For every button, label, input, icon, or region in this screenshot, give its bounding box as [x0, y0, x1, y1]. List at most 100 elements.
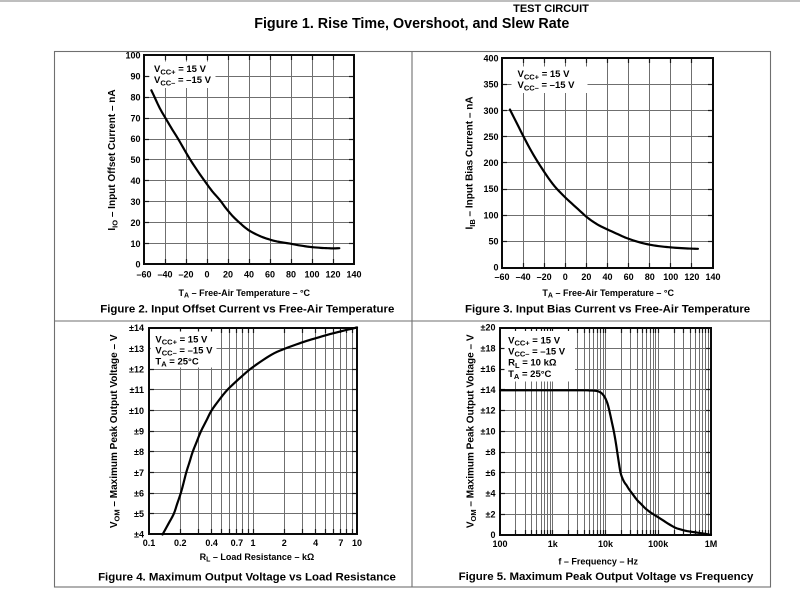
svg-text:±4: ±4	[134, 530, 144, 540]
svg-text:200: 200	[483, 158, 498, 168]
svg-text:±6: ±6	[486, 468, 496, 478]
svg-text:20: 20	[130, 218, 140, 228]
svg-text:250: 250	[483, 132, 498, 142]
svg-text:10k: 10k	[598, 539, 614, 549]
svg-text:120: 120	[684, 272, 699, 282]
svg-text:0.4: 0.4	[205, 538, 218, 548]
svg-text:0: 0	[204, 270, 209, 280]
svg-text:TA – Free-Air Temperature – °C: TA – Free-Air Temperature – °C	[542, 288, 674, 300]
svg-text:VOM – Maximum Peak Output Volt: VOM – Maximum Peak Output Voltage – V	[466, 334, 478, 528]
svg-text:RL – Load Resistance – kΩ: RL – Load Resistance – kΩ	[200, 552, 315, 564]
svg-text:120: 120	[325, 270, 340, 280]
svg-text:300: 300	[483, 106, 498, 116]
svg-text:400: 400	[483, 54, 498, 64]
svg-text:±9: ±9	[134, 426, 144, 436]
svg-text:30: 30	[130, 197, 140, 207]
svg-text:1k: 1k	[548, 539, 559, 549]
svg-text:100: 100	[125, 51, 140, 61]
svg-text:VCC– = –15 V: VCC– = –15 V	[508, 347, 566, 359]
svg-text:TA = 25°C: TA = 25°C	[155, 357, 198, 369]
svg-text:±11: ±11	[130, 385, 144, 395]
svg-text:150: 150	[483, 184, 498, 194]
svg-text:50: 50	[130, 155, 140, 165]
svg-text:0: 0	[135, 260, 140, 270]
svg-text:±8: ±8	[134, 447, 144, 457]
svg-text:1: 1	[250, 538, 255, 548]
svg-text:Figure 4. Maximum Output Volta: Figure 4. Maximum Output Voltage vs Load…	[98, 571, 396, 583]
svg-text:VCC– = –15 V: VCC– = –15 V	[518, 80, 576, 92]
svg-text:±10: ±10	[129, 406, 144, 416]
svg-text:2: 2	[282, 538, 287, 548]
svg-text:40: 40	[244, 270, 254, 280]
svg-text:–20: –20	[178, 270, 193, 280]
svg-text:40: 40	[130, 176, 140, 186]
svg-text:±8: ±8	[486, 447, 496, 457]
svg-text:10: 10	[130, 239, 140, 249]
svg-text:90: 90	[130, 72, 140, 82]
svg-text:Figure 5. Maximum Peak Output: Figure 5. Maximum Peak Output Voltage vs…	[459, 571, 754, 583]
svg-text:RL = 10 kΩ: RL = 10 kΩ	[508, 358, 557, 370]
svg-text:1M: 1M	[705, 539, 718, 549]
svg-text:4: 4	[313, 538, 318, 548]
svg-text:–60: –60	[494, 272, 509, 282]
svg-text:–40: –40	[516, 272, 531, 282]
svg-text:±7: ±7	[134, 468, 144, 478]
svg-text:VCC+ = 15 V: VCC+ = 15 V	[508, 335, 561, 347]
svg-text:TA – Free-Air Temperature – °C: TA – Free-Air Temperature – °C	[179, 288, 311, 300]
svg-text:Figure 3. Input Bias Current v: Figure 3. Input Bias Current vs Free-Air…	[465, 303, 750, 315]
svg-text:10: 10	[352, 538, 362, 548]
svg-text:VCC– = –15 V: VCC– = –15 V	[155, 346, 213, 358]
svg-text:VCC+ = 15 V: VCC+ = 15 V	[518, 69, 571, 81]
svg-text:0.1: 0.1	[143, 538, 156, 548]
svg-text:80: 80	[130, 92, 140, 102]
svg-text:IIB – Input Bias Current – nA: IIB – Input Bias Current – nA	[465, 96, 477, 229]
svg-text:20: 20	[223, 270, 233, 280]
svg-text:140: 140	[346, 270, 361, 280]
svg-text:50: 50	[488, 237, 498, 247]
svg-text:0: 0	[490, 530, 495, 540]
svg-text:60: 60	[265, 270, 275, 280]
svg-text:0: 0	[493, 263, 498, 273]
svg-text:–20: –20	[537, 272, 552, 282]
svg-text:40: 40	[602, 272, 612, 282]
svg-text:f – Frequency – Hz: f – Frequency – Hz	[558, 556, 638, 566]
svg-text:VCC+ = 15 V: VCC+ = 15 V	[154, 64, 207, 76]
svg-text:100k: 100k	[648, 539, 669, 549]
svg-text:±14: ±14	[481, 385, 496, 395]
svg-text:0: 0	[563, 272, 568, 282]
svg-text:±2: ±2	[486, 510, 496, 520]
svg-text:±12: ±12	[129, 365, 144, 375]
svg-text:VCC+ = 15 V: VCC+ = 15 V	[155, 335, 208, 347]
svg-text:–40: –40	[157, 270, 172, 280]
svg-text:Figure 1. Rise Time, Overshoot: Figure 1. Rise Time, Overshoot, and Slew…	[254, 16, 569, 32]
svg-text:±4: ±4	[486, 489, 496, 499]
svg-text:±14: ±14	[129, 323, 144, 333]
svg-text:±12: ±12	[481, 406, 496, 416]
svg-text:0.7: 0.7	[231, 538, 244, 548]
svg-text:20: 20	[581, 272, 591, 282]
svg-text:Figure 2. Input Offset Current: Figure 2. Input Offset Current vs Free-A…	[100, 303, 394, 315]
svg-text:±6: ±6	[134, 488, 144, 498]
svg-text:±20: ±20	[481, 323, 496, 333]
svg-text:70: 70	[130, 113, 140, 123]
svg-text:60: 60	[624, 272, 634, 282]
svg-text:80: 80	[645, 272, 655, 282]
svg-text:±18: ±18	[481, 343, 496, 353]
svg-text:100: 100	[304, 270, 319, 280]
svg-text:0.2: 0.2	[174, 538, 187, 548]
svg-text:7: 7	[338, 538, 343, 548]
svg-text:100: 100	[483, 210, 498, 220]
svg-text:IIO – Input Offset Current – n: IIO – Input Offset Current – nA	[107, 89, 119, 230]
svg-text:VOM – Maximum Peak Output Volt: VOM – Maximum Peak Output Voltage – V	[109, 334, 121, 528]
svg-text:±13: ±13	[129, 344, 144, 354]
svg-text:140: 140	[705, 272, 720, 282]
svg-text:±5: ±5	[134, 509, 144, 519]
svg-text:TEST CIRCUIT: TEST CIRCUIT	[513, 3, 589, 15]
svg-text:350: 350	[483, 80, 498, 90]
svg-text:100: 100	[492, 539, 507, 549]
svg-text:TA = 25°C: TA = 25°C	[508, 369, 551, 381]
svg-text:80: 80	[286, 270, 296, 280]
svg-text:60: 60	[130, 134, 140, 144]
svg-text:VCC– = –15 V: VCC– = –15 V	[154, 75, 212, 87]
svg-text:±16: ±16	[481, 364, 496, 374]
